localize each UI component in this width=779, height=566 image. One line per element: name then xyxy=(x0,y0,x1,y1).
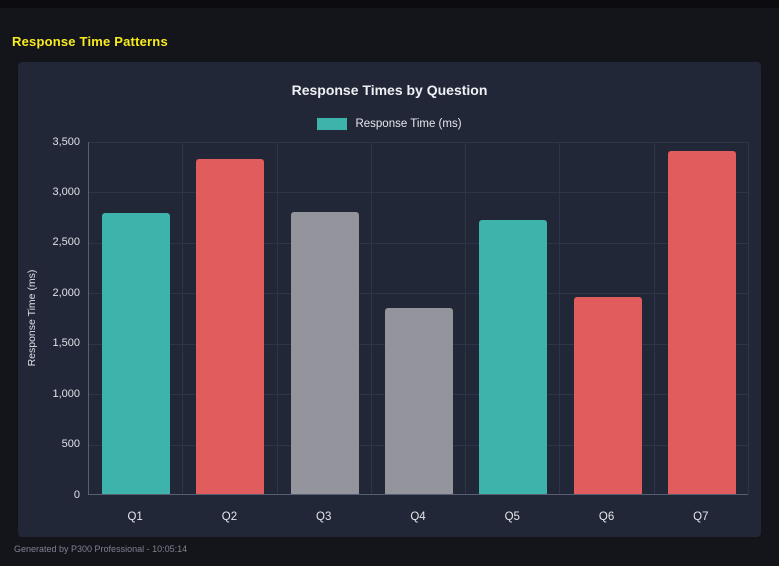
y-axis-tick-label: 1,000 xyxy=(52,387,80,400)
y-axis-tick-label: 3,000 xyxy=(52,185,80,198)
x-axis-tick-label: Q4 xyxy=(410,511,426,523)
gridline-horizontal xyxy=(89,242,748,244)
x-axis-tick-label: Q7 xyxy=(693,511,709,523)
x-axis-tick-label: Q2 xyxy=(221,511,238,523)
legend-swatch xyxy=(317,118,348,130)
y-axis-tick-label: 2,000 xyxy=(52,286,80,299)
y-axis-tick-label: 1,500 xyxy=(52,337,80,350)
page-title: Response Time Patterns xyxy=(12,34,168,49)
legend-label: Response Time (ms) xyxy=(355,118,462,130)
y-axis-tick-labels: 0 500 1,000 1,500 2,000 2,500 3,000 3,500 xyxy=(18,136,80,501)
plot-area xyxy=(88,142,749,495)
gridline-vertical xyxy=(465,142,467,494)
gridline-vertical xyxy=(182,142,184,494)
chart-panel: Response Times by Question Response Time… xyxy=(18,62,761,537)
footer-text: Generated by P300 Professional - 10:05:1… xyxy=(14,544,188,554)
x-axis-tick-label: Q3 xyxy=(316,511,332,523)
gridline-vertical xyxy=(748,142,749,494)
bar-q7 xyxy=(667,151,736,494)
gridline-horizontal xyxy=(89,142,748,143)
gridline-horizontal xyxy=(89,192,748,194)
chart-legend-item[interactable]: Response Time (ms) xyxy=(18,117,761,131)
x-axis-tick-label: Q6 xyxy=(598,511,615,523)
gridline-vertical xyxy=(653,142,655,494)
bar-q1 xyxy=(102,212,171,494)
y-axis-tick-label: 500 xyxy=(61,438,80,451)
gridline-vertical xyxy=(276,142,278,494)
gridline-horizontal xyxy=(89,293,748,295)
bar-q5 xyxy=(479,219,548,494)
bar-q3 xyxy=(290,211,359,494)
x-axis-tick-label: Q1 xyxy=(127,511,143,523)
gridline-vertical xyxy=(370,142,372,494)
chart-title: Response Times by Question xyxy=(291,82,488,98)
gridline-vertical xyxy=(559,142,561,494)
window-top-strip xyxy=(0,0,779,8)
bar-q2 xyxy=(196,159,265,494)
y-axis-tick-label: 0 xyxy=(73,488,80,501)
bar-q4 xyxy=(385,308,453,494)
y-axis-tick-label: 3,500 xyxy=(52,135,80,148)
y-axis-tick-label: 2,500 xyxy=(52,236,80,249)
x-axis-tick-label: Q5 xyxy=(504,511,520,523)
bar-q6 xyxy=(573,297,642,494)
x-axis-labels: Q1 Q2 Q3 Q4 Q5 Q6 Q7 xyxy=(88,509,748,525)
